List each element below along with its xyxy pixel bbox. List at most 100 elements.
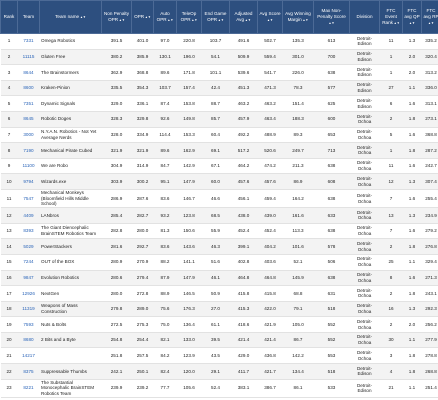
team-link[interactable]: 5029 — [23, 243, 34, 249]
team-link[interactable]: 8221 — [23, 385, 34, 391]
column-header[interactable]: Team name — [39, 0, 102, 34]
table-cell: 422.0 — [257, 301, 283, 318]
column-header[interactable]: End Game OPR — [201, 0, 230, 34]
column-header[interactable]: FTC Event Rank — [379, 0, 403, 34]
table-cell: 162.9 — [176, 142, 202, 159]
table-cell: 517.2 — [229, 142, 258, 159]
team-link[interactable]: 7244 — [23, 259, 34, 265]
table-cell: 15 — [0, 254, 18, 271]
table-row: 16 9847 Evolution Robotics 280.6 279.4 87.9 14… — [0, 270, 438, 287]
column-header[interactable]: FTC avg QP — [402, 0, 422, 34]
table-cell: 19 — [0, 316, 18, 333]
table-cell: 52.1 — [282, 254, 314, 271]
table-cell: 22 — [0, 363, 18, 380]
table-cell: 8221 — [17, 379, 40, 398]
team-link[interactable]: 12926 — [22, 290, 35, 296]
team-link[interactable]: 7351 — [23, 100, 34, 106]
table-cell: 67.1 — [201, 158, 230, 175]
table-cell: 3 — [379, 347, 403, 365]
table-cell: 239.2 — [131, 379, 154, 398]
table-cell: 488.9 — [257, 127, 283, 144]
team-link[interactable]: 8600 — [23, 85, 34, 91]
team-link[interactable]: 11115 — [22, 54, 35, 60]
table-cell: 2 — [379, 238, 403, 255]
table-cell: 27.0 — [201, 301, 230, 318]
table-cell: 403.6 — [257, 254, 283, 271]
table-cell: 279.8 — [101, 301, 132, 318]
table-body: 1 7331 Omega Robotics 391.5 401.0 97.0 220.8 10… — [0, 33, 438, 398]
column-header[interactable]: OPR — [131, 0, 154, 34]
table-row: 13 8393 The Giant Diencephalic BrainSTEM R… — [0, 223, 438, 240]
table-cell: 54.1 — [201, 49, 230, 66]
team-link[interactable]: 11100 — [22, 163, 35, 169]
table-cell: Detroit-Ochoa — [349, 238, 380, 255]
table-cell: 328.3 — [101, 111, 132, 128]
table-cell: 268.8 — [421, 363, 438, 380]
table-cell: 518 — [313, 363, 350, 380]
table-cell: 1.3 — [402, 173, 422, 190]
table-cell: 320.4 — [421, 49, 438, 66]
table-cell: 146.5 — [176, 285, 202, 302]
team-link[interactable]: 9847 — [23, 274, 34, 280]
table-cell: The Brainstormers — [39, 64, 102, 81]
team-link[interactable]: 11319 — [22, 306, 35, 312]
table-cell: 7 — [379, 189, 403, 209]
table-cell: 157.4 — [176, 80, 202, 97]
team-link[interactable]: 3000 — [23, 131, 34, 137]
table-cell: 7331 — [17, 33, 40, 50]
column-header[interactable]: Avg Winning Margin — [282, 0, 314, 34]
table-cell: 6 — [0, 111, 18, 128]
column-header[interactable]: FTC avg RP — [421, 0, 438, 34]
team-link[interactable]: 7593 — [23, 321, 34, 327]
column-header[interactable]: Adjusted Avg — [229, 0, 258, 34]
table-cell: 328.0 — [101, 127, 132, 144]
table-cell: 25 — [379, 254, 403, 271]
team-link[interactable]: 8645 — [23, 116, 34, 122]
table-cell: 135.3 — [282, 33, 314, 50]
table-cell: 105.6 — [176, 379, 202, 398]
table-cell: 273.1 — [421, 111, 438, 128]
team-link[interactable]: 7547 — [23, 195, 34, 201]
table-cell: 271.3 — [421, 270, 438, 287]
team-link[interactable]: 4409 — [23, 212, 34, 218]
team-link[interactable]: 9794 — [23, 178, 34, 184]
column-header[interactable]: Non Penalty OPR — [101, 0, 132, 34]
table-cell: 383.1 — [229, 379, 258, 398]
column-header[interactable]: Auto OPR — [153, 0, 177, 34]
table-cell: 196.0 — [176, 49, 202, 66]
team-link[interactable]: 14217 — [22, 352, 35, 358]
table-cell: 613 — [313, 33, 350, 50]
column-header[interactable]: TeleOp OPR — [176, 0, 202, 34]
table-cell: 81.3 — [153, 223, 177, 240]
table-cell: 329.0 — [101, 95, 132, 112]
table-cell: 211.3 — [282, 158, 314, 175]
column-header: Team — [17, 0, 40, 34]
team-link[interactable]: 7190 — [23, 147, 34, 153]
table-cell: Detroit-Ochoa — [349, 173, 380, 190]
team-link[interactable]: 8644 — [23, 69, 34, 75]
table-cell: 386.7 — [257, 379, 283, 398]
column-header[interactable]: Max Non-Penalty Score — [313, 0, 350, 34]
column-header[interactable]: Avg Score — [257, 0, 283, 34]
table-cell: 8 — [379, 270, 403, 287]
table-cell: 11 — [379, 158, 403, 175]
table-cell: 9 — [0, 158, 18, 175]
table-cell: 282.7 — [131, 207, 154, 224]
table-cell: 4 — [379, 363, 403, 380]
table-cell: 520.6 — [257, 142, 283, 159]
table-cell: 457.6 — [257, 173, 283, 190]
team-link[interactable]: 8375 — [23, 368, 34, 374]
team-link[interactable]: 7331 — [23, 38, 34, 44]
table-cell: 1.6 — [402, 158, 422, 175]
column-header: Division — [349, 0, 380, 34]
table-cell: 11 — [379, 33, 403, 50]
table-cell: 287.6 — [131, 189, 154, 209]
team-link[interactable]: 8393 — [23, 228, 34, 234]
table-cell: 50.9 — [201, 285, 230, 302]
team-link[interactable]: 8680 — [23, 337, 34, 343]
table-cell: 86.1 — [282, 379, 314, 398]
table-cell: 457.6 — [229, 173, 258, 190]
table-cell: 439.0 — [257, 207, 283, 224]
table-cell: 638 — [313, 158, 350, 175]
table-cell: 608 — [313, 173, 350, 190]
